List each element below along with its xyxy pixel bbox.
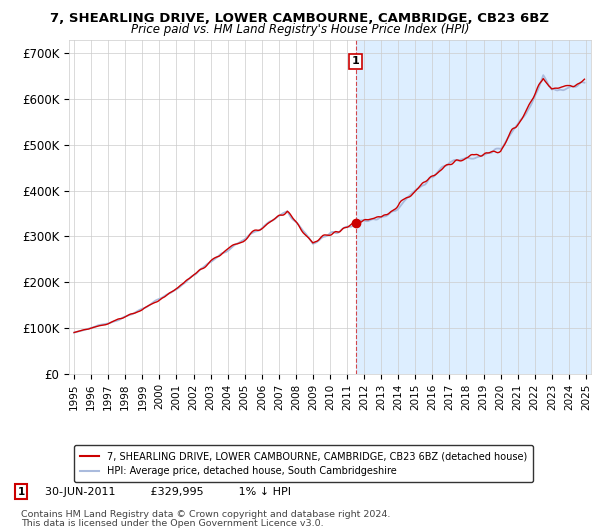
Text: 1: 1: [352, 57, 359, 66]
Text: 1: 1: [17, 487, 25, 497]
Legend: 7, SHEARLING DRIVE, LOWER CAMBOURNE, CAMBRIDGE, CB23 6BZ (detached house), HPI: : 7, SHEARLING DRIVE, LOWER CAMBOURNE, CAM…: [74, 445, 533, 482]
Text: 7, SHEARLING DRIVE, LOWER CAMBOURNE, CAMBRIDGE, CB23 6BZ: 7, SHEARLING DRIVE, LOWER CAMBOURNE, CAM…: [50, 12, 550, 25]
Text: This data is licensed under the Open Government Licence v3.0.: This data is licensed under the Open Gov…: [21, 519, 323, 527]
Text: Price paid vs. HM Land Registry's House Price Index (HPI): Price paid vs. HM Land Registry's House …: [131, 23, 469, 37]
Text: Contains HM Land Registry data © Crown copyright and database right 2024.: Contains HM Land Registry data © Crown c…: [21, 510, 391, 518]
Text: 30-JUN-2011          £329,995          1% ↓ HPI: 30-JUN-2011 £329,995 1% ↓ HPI: [45, 487, 291, 497]
Bar: [356, 40, 600, 374]
